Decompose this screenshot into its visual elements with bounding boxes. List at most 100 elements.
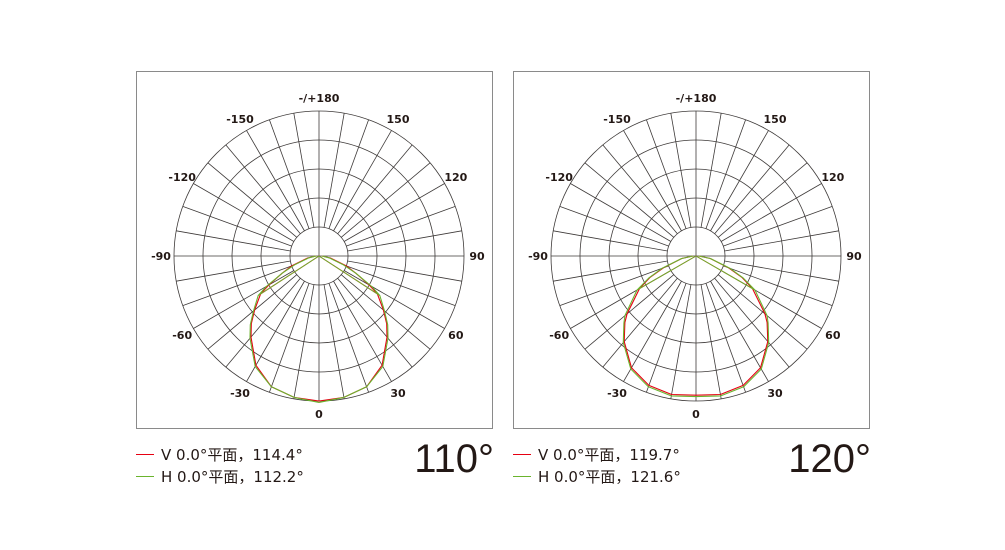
legend-label: V 0.0°平面，119.7° [538,445,680,464]
grid-spoke [646,283,687,393]
series-half-angle-line [695,255,756,291]
grid-spoke [717,274,808,350]
angle-tick-label: 150 [387,113,410,126]
angle-tick-label: 0 [692,408,700,421]
legend-swatch [513,475,531,477]
grid-spoke [182,206,292,247]
angle-tick-label: -60 [549,329,569,342]
polar-plot: -/+180 150 120 90 60 30 0 -30 -60 -90 -120 -150 [151,92,485,421]
legend-label: H 0.0°平面，121.6° [538,467,681,486]
grid-spoke [343,270,445,329]
legend-item-h: H 0.0°平面，112.2° [136,465,304,487]
legend-110: V 0.0°平面，114.4° H 0.0°平面，112.2° [136,443,304,487]
series-half-angle-line [318,255,381,296]
grid-spoke [328,119,369,229]
grid-spoke [328,283,369,393]
polar-plot: -/+180 150 120 90 60 30 0 -30 -60 -90 -120 -150 [528,92,862,421]
grid-spoke [670,284,692,399]
grid-spoke [724,230,839,252]
angle-tick-label: 60 [448,329,464,342]
grid-spoke [584,162,675,238]
series-curve-h [622,255,770,398]
legend-item-h: H 0.0°平面，121.6° [513,465,681,487]
grid-spoke [340,274,431,350]
grid-spoke [269,119,310,229]
angle-tick-label: 90 [846,250,862,263]
legend-label: V 0.0°平面，114.4° [161,445,303,464]
grid-spoke [602,144,678,235]
legend-swatch [136,475,154,477]
angle-tick-label: 60 [825,329,841,342]
grid-spoke [602,277,678,368]
polar-chart-110: -/+180 150 120 90 60 30 0 -30 -60 -90 -120 -150 [136,71,493,429]
series-half-angle-line [636,255,697,291]
legend-120: V 0.0°平面，119.7° H 0.0°平面，121.6° [513,443,681,487]
grid-spoke [347,230,462,252]
legend-swatch [136,453,154,455]
angle-tick-label: -150 [603,113,631,126]
angle-tick-label: -30 [230,387,250,400]
angle-tick-label: -/+180 [299,92,340,105]
angle-tick-label: 30 [390,387,406,400]
grid-spoke [705,283,746,393]
grid-spoke [714,277,790,368]
polar-chart-120: -/+180 150 120 90 60 30 0 -30 -60 -90 -120 -150 [513,71,870,429]
grid-spoke [710,130,769,232]
angle-tick-label: -/+180 [676,92,717,105]
grid-spoke [176,260,291,282]
grid-spoke [553,260,668,282]
grid-spoke [623,280,682,382]
series-half-angle-line [257,255,320,296]
angle-tick-label: -120 [168,171,196,184]
grid-spoke [723,206,833,247]
legend-item-v: V 0.0°平面，119.7° [513,443,681,465]
grid-spoke [559,206,669,247]
legend-swatch [513,453,531,455]
grid-spoke [670,113,692,228]
grid-spoke [700,113,722,228]
angle-tick-label: -90 [528,250,548,263]
angle-tick-label: -150 [226,113,254,126]
angle-tick-label: 0 [315,408,323,421]
grid-spoke [193,270,295,329]
angle-tick-label: 120 [444,171,467,184]
grid-spoke [176,230,291,252]
grid-spoke [717,162,808,238]
grid-spoke [225,277,301,368]
grid-spoke [323,284,345,399]
grid-spoke [623,130,682,232]
grid-spoke [584,274,675,350]
beam-angle-label: 120° [788,437,871,481]
angle-tick-label: -30 [607,387,627,400]
grid-spoke [340,162,431,238]
angle-tick-label: 30 [767,387,783,400]
grid-spoke [323,113,345,228]
legend-label: H 0.0°平面，112.2° [161,467,304,486]
grid-spoke [293,284,315,399]
grid-spoke [724,260,839,282]
beam-angle-label: 110° [414,437,494,481]
angle-tick-label: -90 [151,250,171,263]
grid-spoke [182,265,292,306]
angle-tick-label: 120 [821,171,844,184]
grid-spoke [723,265,833,306]
grid-spoke [700,284,722,399]
grid-spoke [293,113,315,228]
grid-spoke [553,230,668,252]
angle-tick-label: 90 [469,250,485,263]
legend-item-v: V 0.0°平面，114.4° [136,443,304,465]
grid-spoke [207,274,298,350]
grid-spoke [269,283,310,393]
grid-spoke [225,144,301,235]
angle-tick-label: 150 [764,113,787,126]
grid-spoke [346,206,456,247]
grid-spoke [714,144,790,235]
grid-spoke [193,183,295,242]
grid-spoke [337,144,413,235]
grid-spoke [720,183,822,242]
grid-spoke [710,280,769,382]
angle-tick-label: -120 [545,171,573,184]
series-curve-h [249,255,389,403]
grid-spoke [646,119,687,229]
grid-spoke [207,162,298,238]
